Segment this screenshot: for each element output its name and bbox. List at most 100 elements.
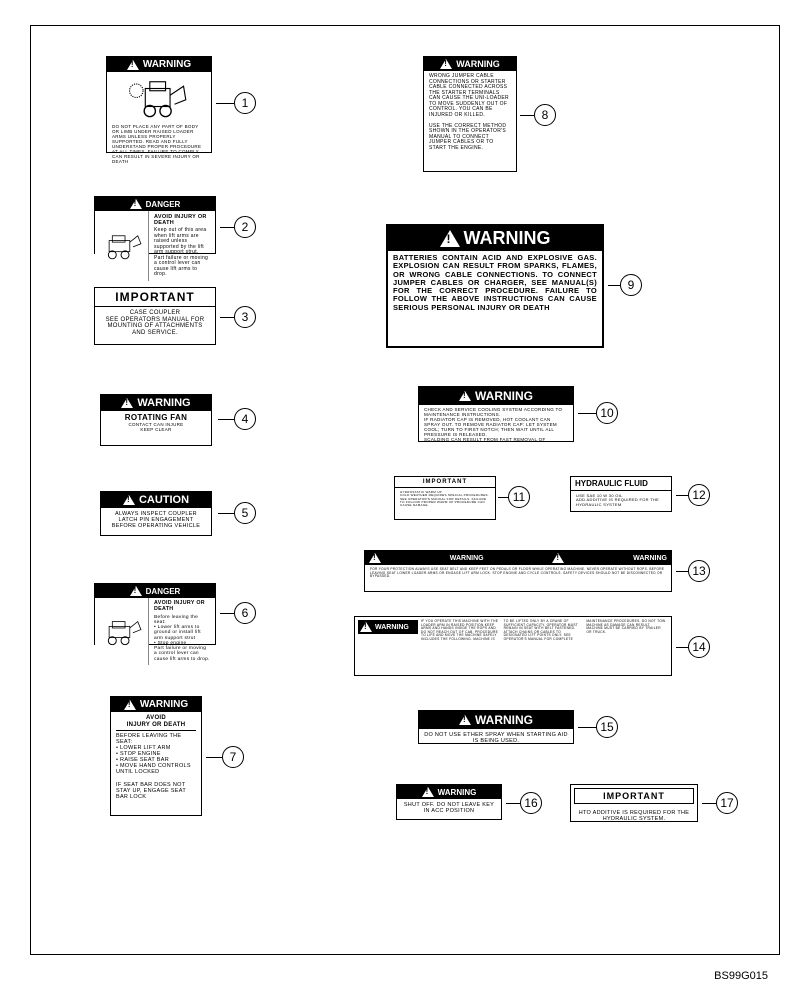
decal-body-text: HTO ADDITIVE IS REQUIRED FOR THE HYDRAUL…: [571, 807, 697, 821]
alert-triangle-icon: [121, 398, 133, 408]
warning-header: WARNING: [101, 395, 211, 411]
decal-body-text: CHECK AND SERVICE COOLING SYSTEM ACCORDI…: [419, 405, 573, 441]
leader-line: [520, 115, 534, 116]
callout-number-13: 13: [688, 560, 710, 582]
alert-triangle-icon: [459, 715, 471, 725]
decal-12: HYDRAULIC FLUID USE SAE 10 W 30 OIL ADD A…: [570, 476, 672, 512]
skid-steer-illustration-icon: [95, 211, 149, 281]
warning-header: CAUTION: [101, 492, 211, 508]
leader-line: [216, 103, 234, 104]
decal-8: WARNING WRONG JUMPER CABLE CONNECTIONS OR…: [423, 56, 517, 172]
alert-triangle-icon: [440, 230, 460, 247]
callout-number-14: 14: [688, 636, 710, 658]
decal-body-text: WRONG JUMPER CABLE CONNECTIONS OR STARTE…: [424, 71, 516, 171]
decal-body-text: AVOID INJURY OR DEATHKeep out of this ar…: [149, 211, 215, 281]
header-text: DANGER: [146, 587, 181, 596]
decal-9: WARNINGBATTERIES CONTAIN ACID AND EXPLOS…: [386, 224, 604, 348]
callout-number-17: 17: [716, 792, 738, 814]
decal-17: IMPORTANT HTO ADDITIVE IS REQUIRED FOR TH…: [570, 784, 698, 822]
warning-header: WARNING: [419, 387, 573, 405]
decal-6: DANGERAVOID INJURY OR DEATHBefore leavin…: [94, 583, 216, 645]
decal-body-text: SHUT OFF. DO NOT LEAVE KEY IN ACC POSITI…: [397, 799, 501, 819]
leader-line: [676, 647, 688, 648]
alert-triangle-icon: [130, 586, 142, 596]
header-text: IMPORTANT: [574, 788, 694, 804]
header-text: WARNING: [464, 228, 551, 249]
leader-line: [220, 613, 234, 614]
decal-15: WARNINGDO NOT USE ETHER SPRAY WHEN START…: [418, 710, 574, 744]
alert-triangle-icon: [123, 495, 135, 505]
callout-number-10: 10: [596, 402, 618, 424]
decal-2: DANGERAVOID INJURY OR DEATHKeep out of t…: [94, 196, 216, 254]
skid-steer-illustration-icon: [95, 598, 149, 665]
decal-body-text: AVOID INJURY OR DEATHBefore leaving the …: [149, 598, 215, 665]
callout-number-12: 12: [688, 484, 710, 506]
callout-number-2: 2: [234, 216, 256, 238]
decal-body-text: CASE COUPLER SEE OPERATORS MANUAL FOR MO…: [95, 307, 215, 344]
leader-line: [608, 285, 620, 286]
decal-10: WARNING CHECK AND SERVICE COOLING SYSTEM …: [418, 386, 574, 442]
header-text: WARNING: [475, 713, 533, 727]
leader-line: [220, 317, 234, 318]
alert-triangle-icon: [459, 391, 471, 401]
decal-14: WARNINGIF YOU OPERATE THIS MACHINE WITH …: [354, 616, 672, 676]
alert-triangle-icon: [552, 553, 564, 563]
decal-16: WARNING SHUT OFF. DO NOT LEAVE KEY IN ACC…: [396, 784, 502, 820]
leader-line: [206, 757, 222, 758]
alert-triangle-icon: [369, 553, 381, 563]
alert-triangle-icon: [422, 787, 434, 797]
callout-number-4: 4: [234, 408, 256, 430]
warning-header: DANGER: [95, 197, 215, 211]
alert-triangle-icon: [124, 700, 136, 710]
decal-body-text: HYDROSTATIC WARM UP COLD WEATHER REQUIRE…: [395, 488, 495, 519]
header-text: CAUTION: [139, 494, 189, 506]
callout-number-15: 15: [596, 716, 618, 738]
decal-body-text: USE SAE 10 W 30 OIL ADD ADDITIVE IS REQU…: [571, 491, 671, 511]
leader-line: [702, 803, 716, 804]
header-text: IMPORTANT: [95, 288, 215, 307]
callout-number-11: 11: [508, 486, 530, 508]
warning-header: WARNING: [358, 620, 418, 634]
leader-line: [578, 727, 596, 728]
subtitle-text: AVOID INJURY OR DEATH: [116, 715, 196, 731]
header-text: WARNING: [475, 389, 533, 403]
leader-line: [498, 497, 508, 498]
warning-header: WARNING: [419, 711, 573, 729]
decal-11: IMPORTANTHYDROSTATIC WARM UP COLD WEATHE…: [394, 476, 496, 520]
callout-number-16: 16: [520, 792, 542, 814]
header-text: DANGER: [146, 200, 181, 209]
warning-header: WARNING: [111, 697, 201, 712]
header-text: WARNING: [438, 788, 477, 797]
callout-number-6: 6: [234, 602, 256, 624]
leader-line: [676, 571, 688, 572]
part-number-label: BS99G015: [714, 970, 768, 982]
callout-number-3: 3: [234, 306, 256, 328]
header-text: WARNING: [456, 59, 500, 69]
warning-header: WARNING: [397, 785, 501, 799]
alert-triangle-icon: [127, 60, 139, 70]
header-text: WARNING: [450, 555, 484, 562]
leader-line: [218, 419, 234, 420]
warning-header: WARNING: [107, 57, 211, 72]
header-text: IMPORTANT: [395, 477, 495, 488]
subtitle-text: AVOID INJURY OR DEATH: [154, 601, 210, 613]
leader-line: [220, 227, 234, 228]
decal-3: IMPORTANTCASE COUPLER SEE OPERATORS MANU…: [94, 287, 216, 345]
decal-7: WARNINGAVOID INJURY OR DEATHBEFORE LEAVI…: [110, 696, 202, 816]
decal-13: WARNINGWARNINGFOR YOUR PROTECTION ALWAYS…: [364, 550, 672, 592]
warning-header: WARNING: [388, 226, 602, 251]
callout-number-9: 9: [620, 274, 642, 296]
leader-line: [218, 513, 234, 514]
warning-header: WARNING: [424, 57, 516, 71]
decal-1: WARNINGDO NOT PLACE ANY PART OF BODY OR …: [106, 56, 212, 153]
header-text: HYDRAULIC FLUID: [575, 479, 648, 488]
leader-line: [578, 413, 596, 414]
warning-header: DANGER: [95, 584, 215, 598]
alert-triangle-icon: [130, 199, 142, 209]
header-text: WARNING: [633, 555, 667, 562]
leader-line: [676, 495, 688, 496]
decal-body-text: ALWAYS INSPECT COUPLER LATCH PIN ENGAGEM…: [101, 508, 211, 535]
callout-number-1: 1: [234, 92, 256, 114]
decal-4: WARNINGROTATING FANCONTACT CAN INJURE KE…: [100, 394, 212, 446]
decal-body-text: AVOID INJURY OR DEATHBEFORE LEAVING THE …: [111, 712, 201, 815]
